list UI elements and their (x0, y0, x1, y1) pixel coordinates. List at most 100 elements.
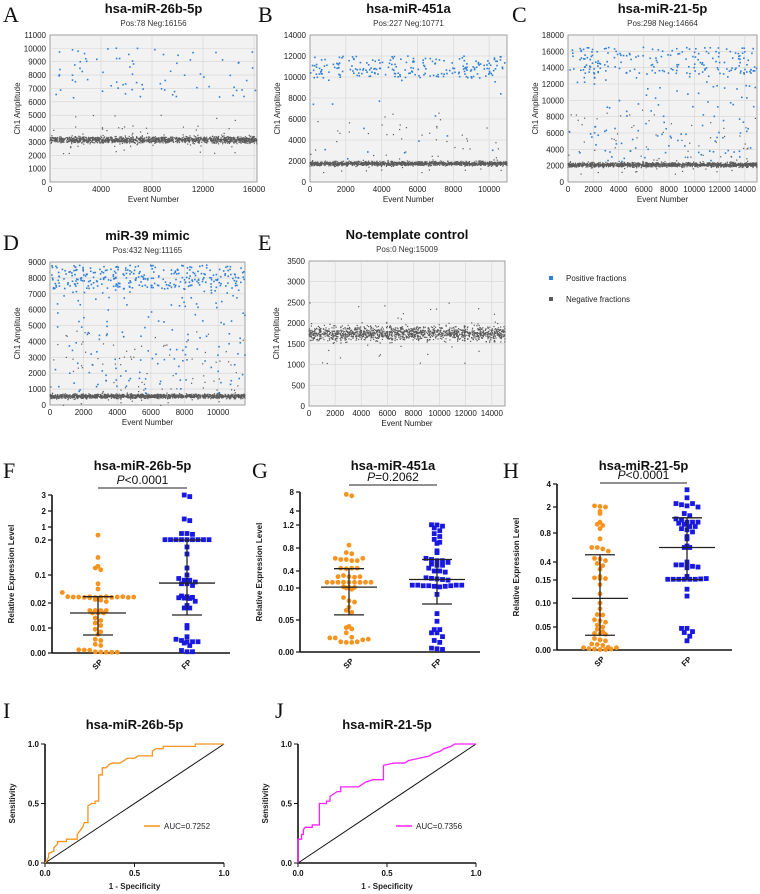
negative-droplet (415, 163, 417, 165)
negative-droplet (711, 162, 713, 164)
negative-droplet (702, 154, 704, 156)
positive-droplet (135, 81, 138, 84)
negative-droplet (214, 142, 216, 144)
positive-droplet (742, 121, 745, 124)
positive-droplet (665, 127, 667, 130)
negative-droplet (393, 164, 395, 166)
negative-droplet (310, 161, 313, 163)
negative-droplet (89, 139, 92, 142)
positive-droplet (478, 64, 480, 66)
positive-droplet (746, 97, 748, 99)
negative-droplet (150, 142, 152, 144)
negative-droplet (407, 162, 409, 164)
negative-droplet (353, 162, 355, 164)
positive-droplet (72, 96, 75, 99)
negative-droplet (118, 137, 120, 139)
negative-droplet (585, 164, 587, 166)
negative-droplet (401, 138, 403, 140)
negative-droplet (110, 136, 112, 138)
negative-droplet (750, 165, 752, 167)
negative-droplet (170, 136, 172, 138)
negative-droplet (718, 164, 720, 166)
positive-droplet (440, 72, 443, 75)
positive-droplet (328, 79, 330, 82)
positive-droplet (478, 77, 481, 79)
negative-droplet (681, 139, 683, 142)
negative-droplet (613, 163, 615, 166)
negative-droplet (143, 138, 145, 140)
negative-droplet (344, 162, 346, 164)
negative-droplet (438, 161, 440, 164)
negative-droplet (433, 161, 435, 163)
positive-droplet (697, 52, 700, 55)
negative-droplet (570, 163, 572, 165)
negative-droplet (600, 164, 602, 166)
negative-droplet (367, 132, 369, 135)
negative-droplet (596, 163, 598, 165)
positive-droplet (714, 140, 717, 142)
negative-droplet (666, 164, 668, 166)
negative-droplet (361, 164, 363, 166)
negative-droplet (164, 136, 166, 138)
negative-droplet (658, 166, 660, 168)
negative-droplet (146, 141, 148, 143)
positive-droplet (584, 54, 586, 56)
negative-droplet (447, 162, 449, 164)
negative-droplet (578, 163, 580, 165)
negative-droplet (195, 139, 197, 142)
positive-droplet (354, 68, 357, 70)
negative-droplet (204, 139, 206, 141)
negative-droplet (636, 137, 638, 139)
negative-droplet (655, 163, 657, 165)
negative-droplet (689, 142, 691, 144)
positive-droplet (608, 107, 611, 109)
positive-droplet (397, 72, 400, 74)
negative-droplet (478, 162, 481, 164)
negative-droplet (389, 164, 392, 166)
negative-droplet (175, 138, 177, 140)
negative-droplet (605, 164, 608, 166)
negative-droplet (142, 142, 144, 144)
positive-droplet (475, 60, 477, 63)
positive-droplet (464, 67, 466, 70)
negative-droplet (602, 167, 605, 169)
positive-droplet (700, 153, 703, 156)
positive-droplet (118, 57, 121, 60)
negative-droplet (685, 164, 687, 166)
positive-droplet (685, 133, 687, 136)
negative-droplet (471, 163, 473, 165)
negative-droplet (189, 139, 192, 141)
negative-droplet (317, 121, 319, 123)
positive-droplet (749, 147, 752, 149)
negative-droplet (93, 136, 95, 139)
negative-droplet (702, 164, 704, 166)
negative-droplet (599, 161, 601, 164)
negative-droplet (106, 138, 109, 140)
y-tick-label: 0 (560, 178, 565, 187)
negative-droplet (653, 114, 655, 116)
negative-droplet (138, 137, 140, 139)
negative-droplet (408, 160, 410, 163)
negative-droplet (462, 163, 464, 165)
positive-droplet (352, 70, 354, 72)
negative-droplet (115, 151, 117, 153)
negative-droplet (570, 165, 572, 167)
negative-droplet (382, 163, 384, 165)
negative-droplet (310, 153, 312, 155)
negative-droplet (436, 162, 438, 164)
negative-droplet (688, 164, 690, 166)
positive-droplet (463, 70, 466, 73)
positive-droplet (203, 76, 205, 78)
negative-droplet (596, 164, 598, 166)
negative-droplet (710, 166, 712, 168)
negative-droplet (437, 162, 439, 164)
negative-droplet (158, 140, 160, 142)
negative-droplet (329, 161, 331, 163)
positive-droplet (688, 48, 691, 50)
positive-droplet (588, 65, 591, 68)
negative-droplet (688, 162, 690, 165)
negative-droplet (642, 164, 644, 166)
negative-droplet (338, 162, 340, 164)
positive-droplet (489, 64, 492, 67)
